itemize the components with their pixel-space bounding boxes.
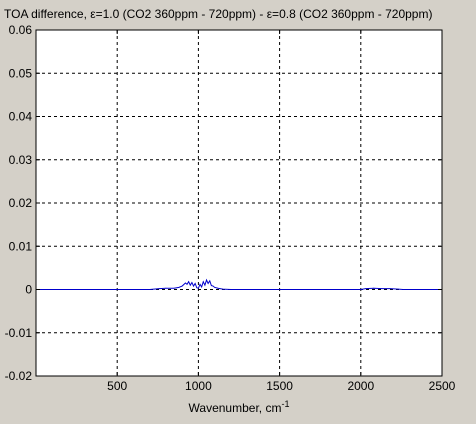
data-point [381, 288, 383, 290]
ticks [36, 29, 443, 377]
x-tick-label: 2000 [347, 379, 374, 393]
data-point [178, 286, 180, 288]
y-tick-label: 0.03 [9, 153, 33, 167]
data-point [207, 283, 209, 284]
data-point [199, 283, 201, 285]
x-tick-label: 2500 [429, 379, 456, 393]
data-point [201, 286, 203, 288]
grid [36, 30, 442, 376]
data-point [149, 289, 151, 290]
data-point [181, 285, 183, 287]
data-point [204, 284, 206, 286]
chart-title: TOA difference, ε=1.0 (CO2 360ppm - 720p… [4, 7, 432, 21]
data-point [402, 289, 404, 290]
data-point [188, 281, 190, 283]
data-point [365, 288, 367, 290]
data-point [217, 287, 219, 289]
data-point [173, 287, 175, 289]
x-tick-labels: 500 1000 1500 2000 2500 [107, 379, 455, 393]
y-tick-labels: -0.02 -0.01 0 0.01 0.02 0.03 0.04 0.05 0.06 [5, 23, 33, 383]
x-tick-label: 500 [107, 379, 127, 393]
x-tick-label: 1500 [266, 379, 293, 393]
x-axis-label: Wavenumber, cm-1 [189, 399, 290, 415]
data-point [389, 288, 391, 290]
y-tick-label: 0.05 [9, 66, 33, 80]
data-point [159, 288, 160, 290]
y-tick-label: 0.04 [9, 110, 33, 124]
data-point [189, 284, 191, 286]
y-tick-label: -0.01 [5, 326, 33, 340]
y-tick-label: 0.01 [9, 239, 33, 253]
data-point [212, 285, 214, 287]
data-point [202, 281, 204, 283]
y-tick-label: 0.06 [9, 23, 33, 37]
x-tick-label: 1000 [185, 379, 212, 393]
x-axis-label-text: Wavenumber, cm [189, 401, 282, 415]
data-point [186, 283, 188, 285]
data-point [193, 285, 194, 287]
data-point [196, 287, 198, 289]
data-point [230, 289, 232, 290]
data-point [210, 285, 212, 287]
data-point [194, 283, 196, 284]
data-point [214, 286, 216, 288]
x-axis-label-superscript: -1 [281, 399, 289, 409]
y-tick-label: 0 [25, 283, 32, 297]
data-point [185, 282, 186, 284]
data-point [191, 282, 193, 283]
data-point [198, 287, 199, 289]
y-tick-label: 0.02 [9, 196, 33, 210]
data-point [222, 288, 224, 290]
y-tick-label: -0.02 [5, 369, 33, 383]
data-point [397, 288, 399, 290]
data-point [206, 279, 207, 281]
data-point [373, 287, 375, 289]
data-point [165, 287, 167, 289]
data-point [209, 280, 211, 282]
data-point [360, 289, 362, 290]
